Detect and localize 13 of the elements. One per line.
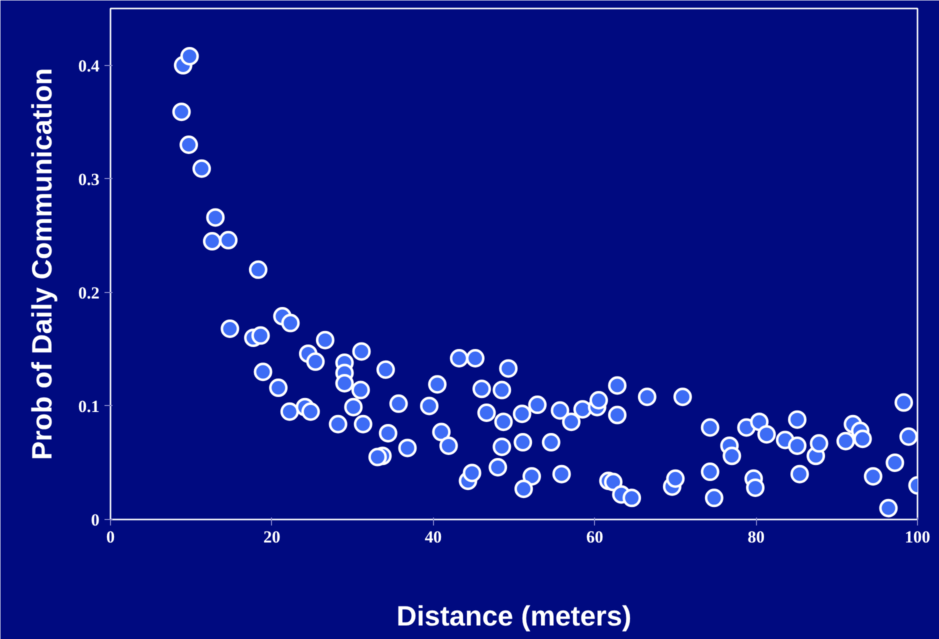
x-tick-label: 20: [263, 528, 280, 546]
x-tick-label: 0: [106, 528, 115, 546]
x-tick-label: 40: [424, 528, 442, 546]
x-tick-label: 60: [586, 528, 604, 546]
y-tick-label: 0: [91, 510, 100, 530]
x-axis-title: Distance (meters): [396, 600, 632, 632]
y-tick-label: 0.2: [78, 283, 100, 302]
y-axis-title: Prob of Daily Communication: [26, 68, 58, 460]
y-tick-label: 0.3: [78, 170, 100, 189]
x-tick-label: 80: [748, 528, 765, 546]
y-tick-label: 0.4: [78, 56, 100, 76]
y-tick-label: 0.1: [78, 396, 100, 416]
x-tick-label: 100: [904, 528, 930, 546]
